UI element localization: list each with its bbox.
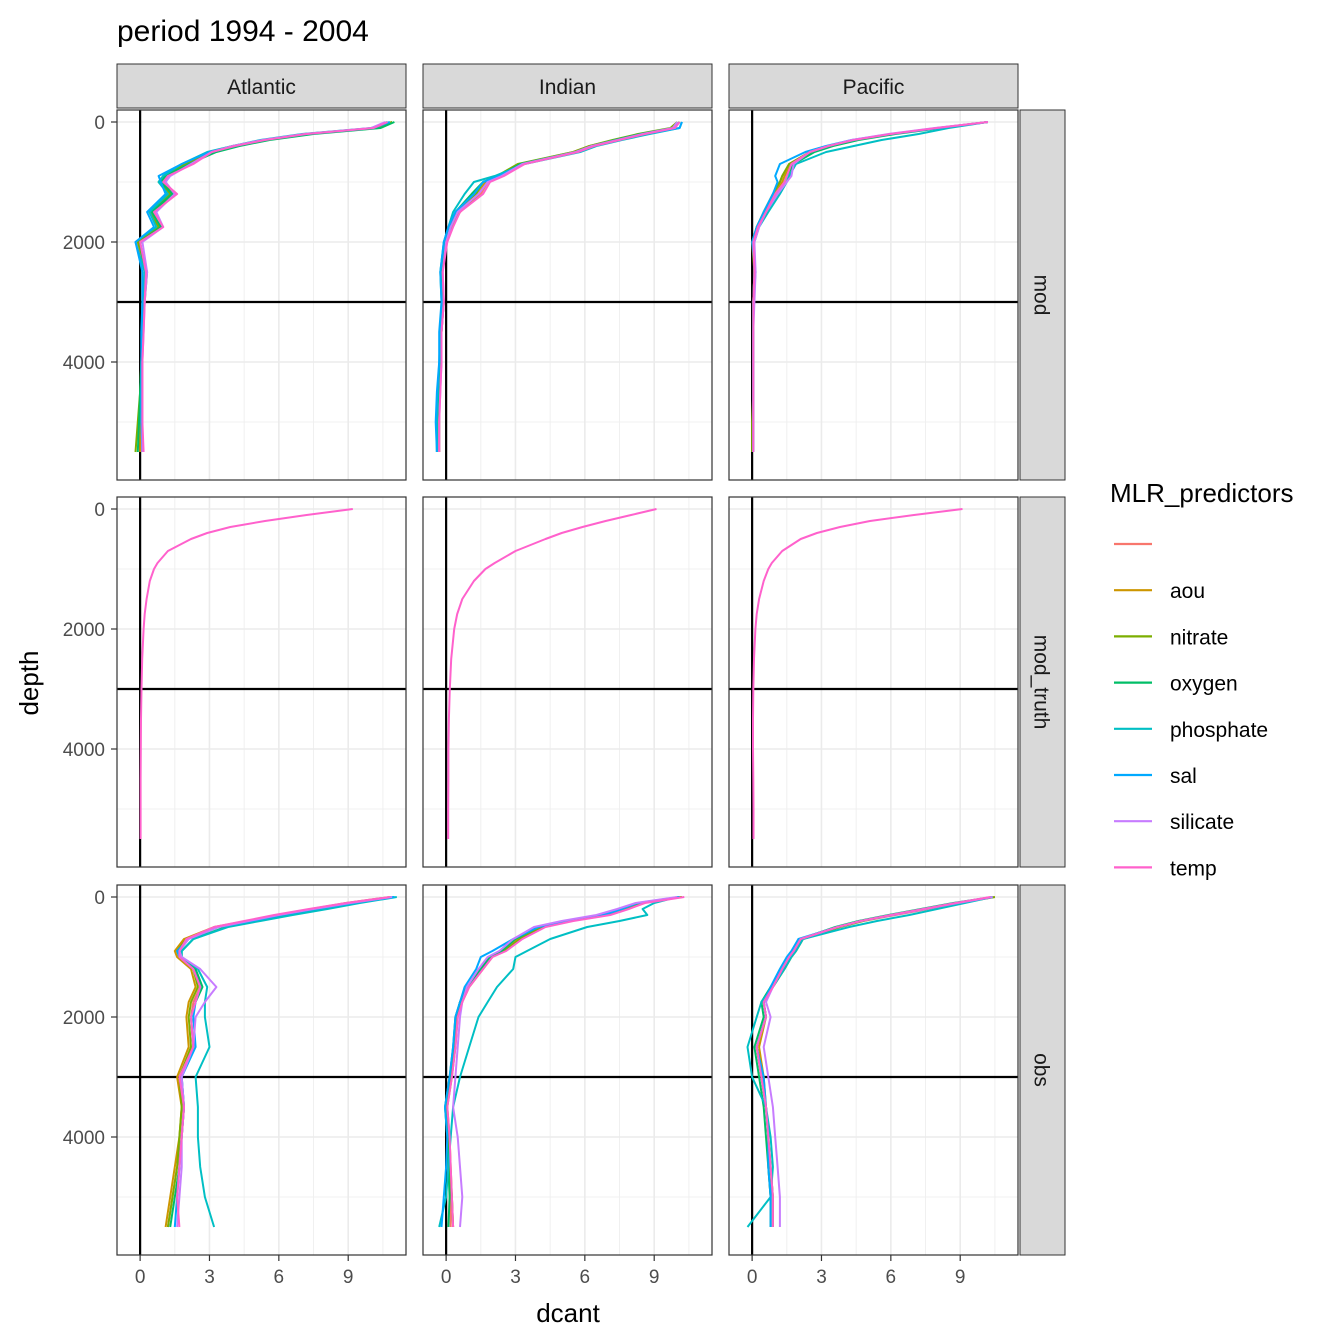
x-tick-label: 9 — [343, 1267, 354, 1288]
strip-row-label: mod — [1030, 275, 1053, 316]
series-line-temp — [752, 508, 963, 839]
panel-mod-Pacific — [728, 109, 1019, 481]
legend-label: phosphate — [1170, 719, 1268, 742]
series-line-temp — [752, 121, 989, 452]
y-tick-label: 4000 — [63, 1128, 105, 1149]
series-line-temp — [438, 121, 681, 452]
axes: 0 2000 4000 0 2000 4000 0 2000 4000 0 3 6 9 0 3 6 9 0 3 6 9 — [63, 113, 966, 1288]
panel-border — [728, 496, 1019, 868]
x-tick-label: 3 — [204, 1267, 215, 1288]
y-tick-label: 0 — [94, 113, 105, 134]
panel-mod_truth-Indian — [422, 496, 713, 868]
panel-border — [116, 884, 407, 1256]
x-axis-label: dcant — [536, 1298, 600, 1328]
series-line-phosphate — [438, 896, 678, 1228]
panel-mod-Atlantic — [116, 109, 407, 481]
panel-background — [423, 885, 712, 1255]
strip-row-label: obs — [1030, 1053, 1053, 1087]
x-tick-label: 0 — [441, 1267, 452, 1288]
panel-background — [117, 885, 406, 1255]
legend-label: aou — [1170, 580, 1205, 603]
legend-label: silicate — [1170, 811, 1234, 834]
x-tick-label: 0 — [135, 1267, 146, 1288]
series-line-phosphate — [746, 896, 993, 1228]
panel-border — [422, 109, 713, 481]
panel-border — [728, 109, 1019, 481]
panel-mod_truth-Atlantic — [116, 496, 407, 868]
y-tick-label: 2000 — [63, 1008, 105, 1029]
series-line-temp — [446, 896, 685, 1228]
series-line-temp — [139, 121, 388, 453]
x-tick-label: 0 — [747, 1267, 758, 1288]
panel-border — [728, 884, 1019, 1256]
series-line-sal — [440, 896, 680, 1228]
x-tick-label: 3 — [510, 1267, 521, 1288]
x-tick-label: 6 — [274, 1267, 285, 1288]
strip-column — [422, 63, 713, 109]
panel-obs-Indian — [422, 884, 713, 1256]
panel-border — [116, 109, 407, 481]
strip-row-label: mod_truth — [1030, 635, 1053, 730]
panel-obs-Pacific — [728, 884, 1019, 1256]
strip-column-label: Atlantic — [227, 76, 296, 99]
panel-mod-Indian — [422, 109, 713, 481]
legend-label: nitrate — [1170, 626, 1228, 649]
strip-row — [1019, 884, 1066, 1256]
legend-label: sal — [1170, 765, 1197, 788]
panel-background — [423, 497, 712, 867]
chart-title: period 1994 - 2004 — [117, 15, 369, 48]
x-tick-label: 6 — [580, 1267, 591, 1288]
y-tick-label: 0 — [94, 888, 105, 909]
panel-mod_truth-Pacific — [728, 496, 1019, 868]
y-tick-label: 4000 — [63, 740, 105, 761]
strip-column — [116, 63, 407, 109]
panel-background — [729, 497, 1018, 867]
strip-column-label: Pacific — [843, 76, 905, 99]
legend-label: temp — [1170, 857, 1217, 880]
series-line-temp — [755, 896, 991, 1227]
legend: MLR_predictors aou nitrate oxygen phosphate… — [1110, 478, 1294, 880]
strip-row — [1019, 109, 1066, 481]
y-tick-label: 2000 — [63, 233, 105, 254]
x-tick-label: 9 — [955, 1267, 966, 1288]
panel-obs-Atlantic — [116, 884, 407, 1256]
panel-background — [117, 497, 406, 867]
panel-border — [422, 496, 713, 868]
x-tick-label: 3 — [816, 1267, 827, 1288]
strip-column-label: Indian — [539, 76, 596, 99]
x-tick-label: 6 — [886, 1267, 897, 1288]
panel-border — [116, 496, 407, 868]
series-line-phosphate — [180, 896, 397, 1228]
y-axis-label: depth — [14, 650, 44, 715]
strip-column — [728, 63, 1019, 109]
panel-border — [422, 884, 713, 1256]
series-line-temp — [176, 896, 390, 1228]
x-tick-label: 9 — [649, 1267, 660, 1288]
legend-label: oxygen — [1170, 673, 1238, 696]
series-line-temp — [139, 508, 353, 839]
legend-title: MLR_predictors — [1110, 478, 1294, 508]
strip-row — [1019, 496, 1066, 868]
y-tick-label: 4000 — [63, 353, 105, 374]
panel-background — [729, 110, 1018, 480]
y-tick-label: 0 — [94, 500, 105, 521]
panel-background — [117, 110, 406, 480]
series-line-temp — [447, 508, 657, 839]
panel-background — [729, 885, 1018, 1255]
series-line-silicate — [452, 896, 678, 1228]
panel-background — [423, 110, 712, 480]
y-tick-label: 2000 — [63, 620, 105, 641]
